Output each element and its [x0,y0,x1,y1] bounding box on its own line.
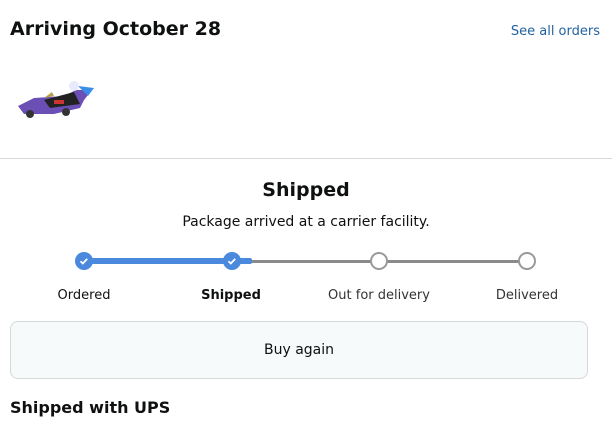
step-ordered-check-icon [75,252,93,270]
see-all-orders-link[interactable]: See all orders [510,24,600,39]
step-label-out-for-delivery: Out for delivery [328,288,430,303]
step-label-shipped: Shipped [201,288,261,303]
step-label-delivered: Delivered [495,288,559,303]
arrival-title: Arriving October 28 [10,18,222,40]
step-shipped-check-icon [223,252,241,270]
product-image[interactable] [14,76,94,122]
buy-again-button[interactable]: Buy again [10,321,588,379]
step-label-ordered: Ordered [57,288,111,303]
section-divider [0,158,612,159]
progress-fill [84,258,252,264]
step-out-for-delivery-circle-icon [370,252,388,270]
shipment-status: Shipped [262,179,350,201]
carrier-heading: Shipped with UPS [10,398,171,417]
shipment-substatus: Package arrived at a carrier facility. [182,214,430,230]
step-delivered-circle-icon [518,252,536,270]
progress-track [84,260,527,263]
